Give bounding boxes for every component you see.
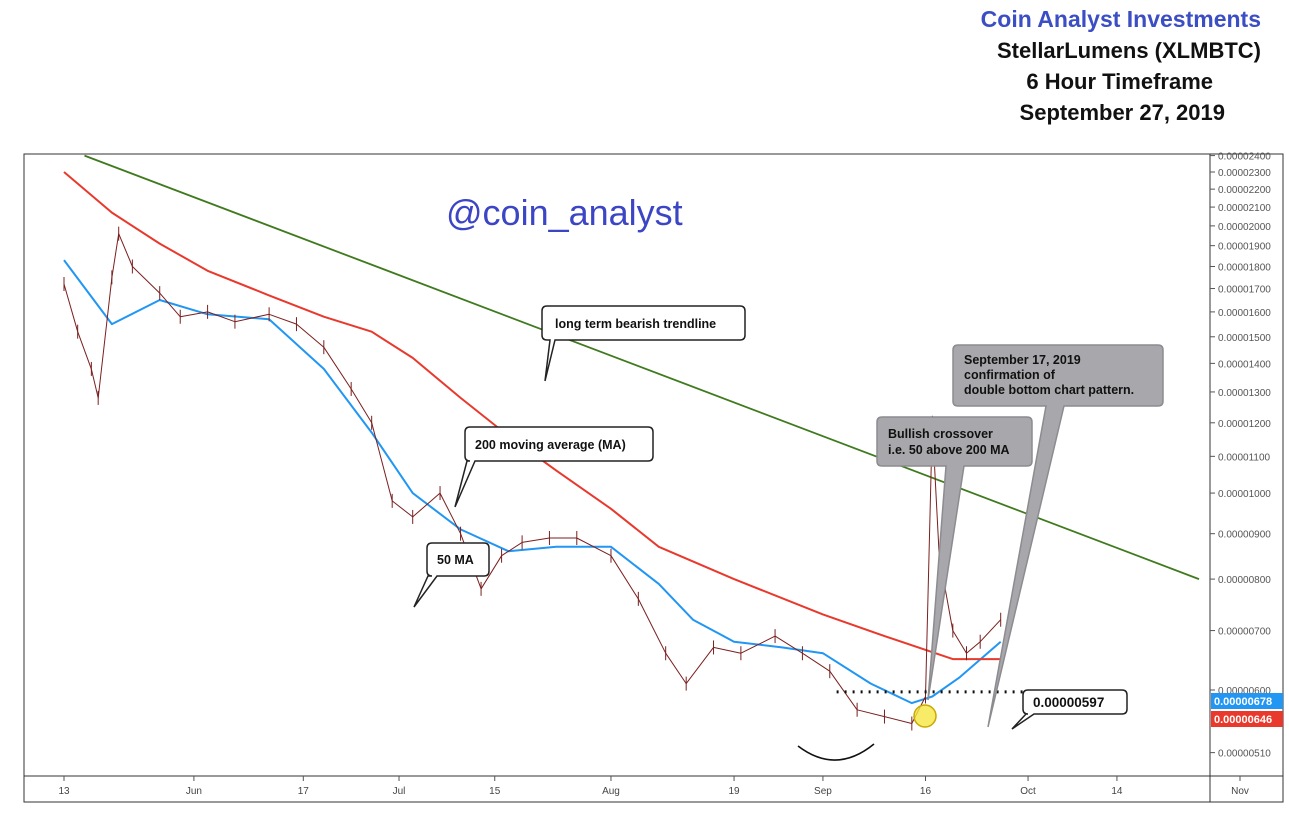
y-tick-label: 0.00000510	[1218, 749, 1271, 760]
y-tick-label: 0.00001900	[1218, 242, 1271, 253]
ma200-last-value-tag: 0.00000646	[1211, 711, 1283, 727]
series-layer	[63, 154, 1200, 731]
callout-trendline-text: long term bearish trendline	[555, 317, 716, 331]
x-tick-label: Aug	[602, 786, 620, 797]
x-tick-label: 17	[298, 786, 310, 797]
pair-title: StellarLumens (XLMBTC)	[996, 38, 1261, 63]
double-bottom-arc	[797, 743, 875, 761]
x-tick-label: 15	[489, 786, 501, 797]
callout-double-bottom: September 17, 2019 confirmation of doubl…	[952, 344, 1164, 728]
callout-ma200: 200 moving average (MA)	[454, 426, 654, 508]
y-tick-label: 0.00001400	[1218, 359, 1271, 370]
x-tick-label: 19	[728, 786, 740, 797]
plot-frame	[23, 153, 1284, 803]
ma200-line	[63, 171, 1001, 661]
y-tick-label: 0.00002100	[1218, 203, 1271, 214]
callout-ma50: 50 MA	[413, 542, 490, 608]
x-tick-label: Jul	[393, 786, 406, 797]
callout-double-bottom-text-3: double bottom chart pattern.	[964, 383, 1134, 397]
timeframe-title: 6 Hour Timeframe	[1026, 69, 1213, 94]
y-tick-label: 0.00001100	[1218, 452, 1271, 463]
x-tick-label: Sep	[814, 786, 832, 797]
y-tick-label: 0.00000900	[1218, 530, 1271, 541]
callout-crossover-text-2: i.e. 50 above 200 MA	[888, 443, 1010, 457]
callout-ma50-text: 50 MA	[437, 553, 474, 567]
x-tick-label: 13	[58, 786, 70, 797]
date-title: September 27, 2019	[1019, 100, 1225, 125]
y-tick-label: 0.00001700	[1218, 285, 1271, 296]
y-tick-label: 0.00002400	[1218, 152, 1271, 163]
price-axis: 0.00002400 0.00002300 0.00002200 0.00002100…	[1210, 152, 1271, 760]
y-tick-label: 0.00002200	[1218, 185, 1271, 196]
callout-trendline: long term bearish trendline	[541, 305, 746, 382]
callout-double-bottom-text-2: confirmation of	[964, 368, 1056, 382]
x-tick-label: Nov	[1231, 786, 1249, 797]
y-tick-label: 0.00002000	[1218, 222, 1271, 233]
callout-support: 0.00000597	[1011, 689, 1128, 730]
y-tick-label: 0.00001800	[1218, 262, 1271, 273]
y-tick-label: 0.00002300	[1218, 168, 1271, 179]
callout-support-text: 0.00000597	[1033, 695, 1104, 710]
x-tick-label: 16	[920, 786, 932, 797]
y-tick-label: 0.00001300	[1218, 388, 1271, 399]
ma50-line	[63, 259, 1002, 705]
x-tick-label: 14	[1111, 786, 1123, 797]
brand-title: Coin Analyst Investments	[980, 6, 1261, 32]
callout-ma200-text: 200 moving average (MA)	[475, 438, 626, 452]
y-tick-label: 0.00000700	[1218, 627, 1271, 638]
time-axis: 13 Jun 17 Jul 15 Aug 19 Sep 16 Oct 14 Nov	[58, 776, 1249, 797]
ma50-last-value: 0.00000678	[1214, 696, 1272, 708]
y-tick-label: 0.00001200	[1218, 419, 1271, 430]
callout-crossover-text-1: Bullish crossover	[888, 427, 993, 441]
y-tick-label: 0.00001600	[1218, 308, 1271, 319]
y-tick-label: 0.00000600	[1218, 686, 1271, 697]
callout-double-bottom-text-1: September 17, 2019	[964, 353, 1081, 367]
x-tick-label: Jun	[186, 786, 202, 797]
y-tick-label: 0.00000800	[1218, 575, 1271, 586]
y-tick-label: 0.00001000	[1218, 489, 1271, 500]
x-tick-label: Oct	[1020, 786, 1036, 797]
y-tick-label: 0.00001500	[1218, 333, 1271, 344]
trendline	[84, 154, 1200, 580]
watermark: @coin_analyst	[446, 192, 683, 233]
callout-crossover: Bullish crossover i.e. 50 above 200 MA	[876, 416, 1033, 701]
crossover-highlight	[913, 704, 937, 728]
ma200-last-value: 0.00000646	[1214, 714, 1272, 726]
ma50-last-value-tag: 0.00000678	[1211, 693, 1283, 709]
price-line	[63, 233, 1002, 724]
